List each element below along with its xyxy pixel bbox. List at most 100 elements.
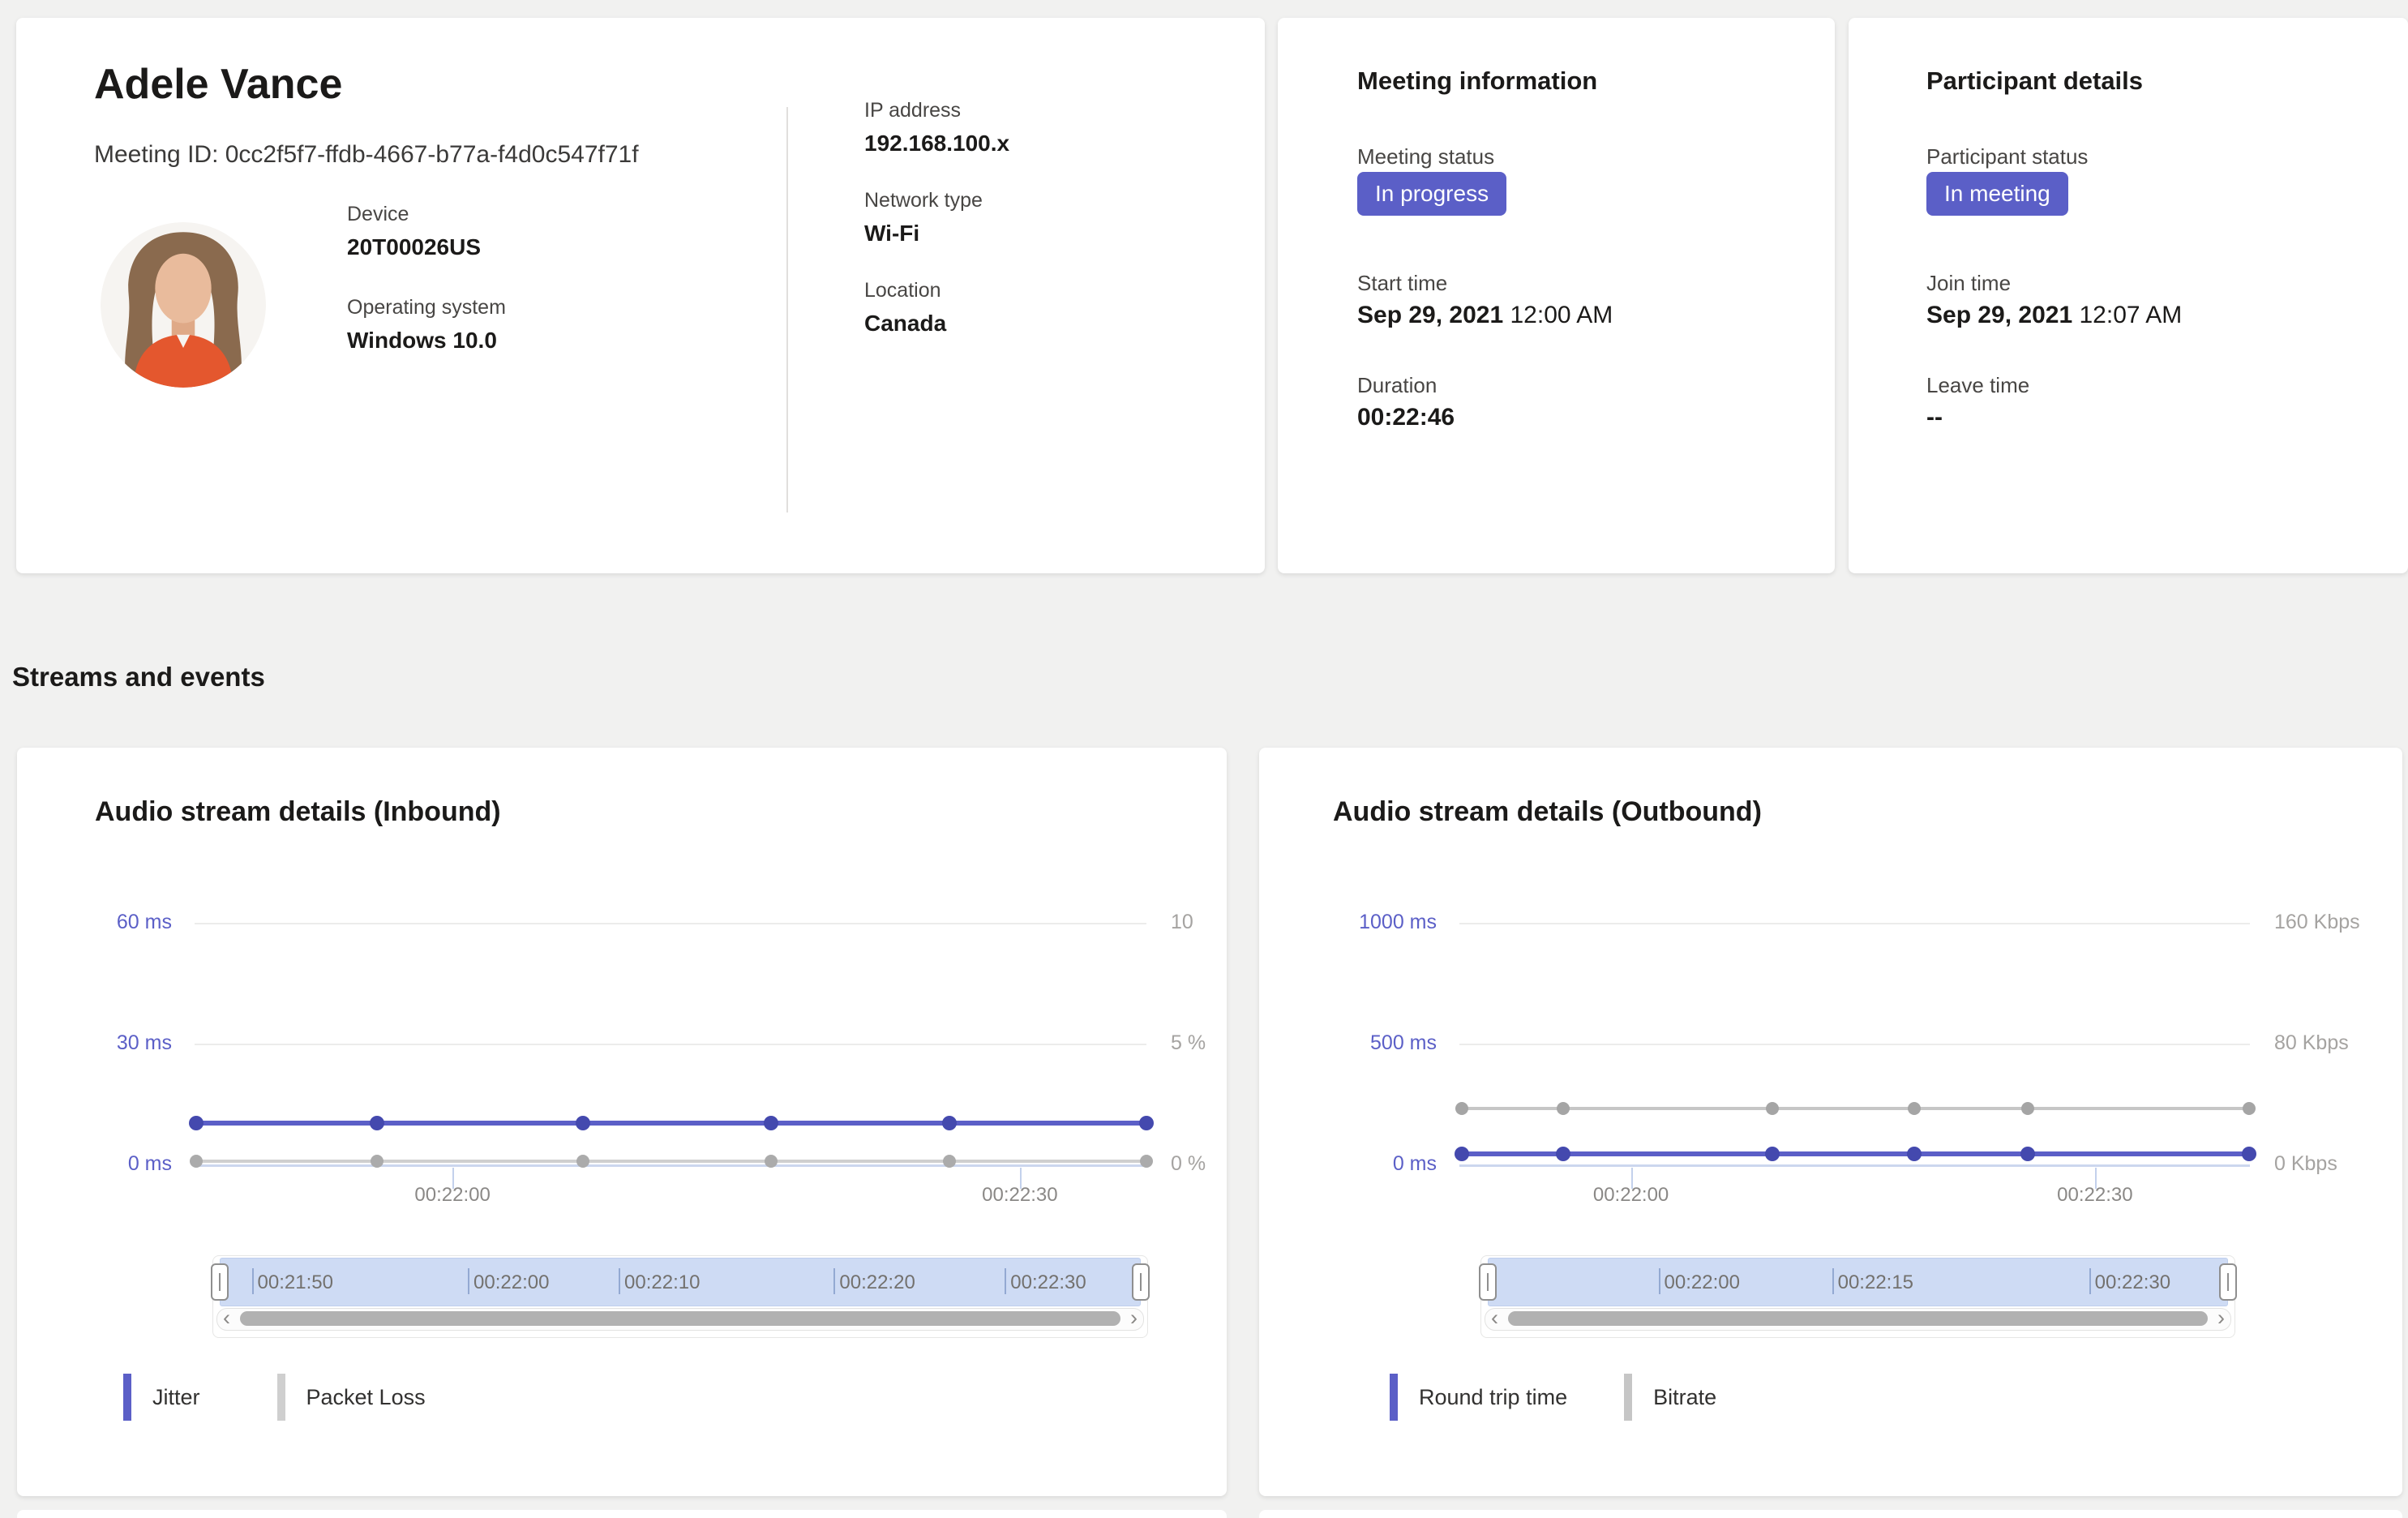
participant-status-badge: In meeting [1926,172,2068,216]
series-point [1766,1102,1780,1115]
chart-title: Audio stream details (Outbound) [1333,796,1762,827]
brush-tick-label: 00:22:30 [1010,1271,1086,1293]
network-type-field: Network type Wi-Fi [864,189,1009,247]
legend-item: Packet Loss [276,1374,426,1421]
card-title: Meeting information [1357,66,1598,95]
outbound-audio-chart-card: Audio stream details (Outbound) 1000 ms 5… [1259,748,2402,1496]
scroll-right-icon[interactable]: › [1130,1306,1138,1330]
join-time-label: Join time [1926,271,2012,295]
scrollbar-thumb[interactable] [240,1311,1120,1326]
avatar [101,222,266,388]
location-label: Location [864,279,941,302]
card-title: Participant details [1926,66,2144,95]
chart-title: Audio stream details (Inbound) [95,796,501,827]
series-point [1555,1147,1570,1161]
x-axis-baseline [1459,1164,2250,1167]
leave-time-value: -- [1926,404,1943,431]
network-column: IP address 192.168.100.x Network type Wi… [864,99,1009,369]
series-point [190,1155,204,1168]
device-field: Device 20T00026US [347,203,506,260]
os-field: Operating system Windows 10.0 [347,296,506,354]
x-axis-tick-label: 00:22:00 [414,1184,491,1206]
gridline [1459,1044,2250,1045]
series-point [1139,1116,1154,1130]
series-point [765,1155,778,1168]
meeting-status-badge: In progress [1357,172,1507,216]
device-value: 20T00026US [347,234,482,259]
series-point [2020,1147,2036,1161]
brush-scrollbar[interactable]: ‹ › [1485,1306,2231,1331]
brush-right-handle-icon[interactable] [1132,1263,1150,1301]
time-range-brush[interactable]: 00:21:50 00:22:00 00:22:10 00:22:20 00:22:30… [211,1255,1150,1338]
x-axis-tick [1630,1168,1633,1189]
legend-item: Jitter [123,1374,200,1421]
device-label: Device [347,203,409,225]
vertical-divider [786,107,788,512]
y-axis-right-label: 0 Kbps [2274,1152,2337,1175]
brush-left-handle-icon[interactable] [1479,1263,1497,1301]
ip-field: IP address 192.168.100.x [864,99,1009,157]
inbound-audio-chart-card: Audio stream details (Inbound) 60 ms 30 m… [17,748,1227,1496]
network-type-label: Network type [864,189,983,212]
series-point [1765,1147,1780,1161]
series-point [575,1116,590,1130]
series-point [764,1116,779,1130]
brush-tick [1832,1268,1834,1294]
brush-tick [251,1268,254,1294]
legend-swatch [1390,1374,1398,1421]
location-value: Canada [864,311,947,336]
chart-legend: Round trip time Bitrate [1390,1374,1716,1421]
device-column: Device 20T00026US Operating system Windo… [347,203,506,389]
series-point [1556,1102,1570,1115]
chart-legend: Jitter Packet Loss [123,1374,426,1421]
brush-scrollbar[interactable]: ‹ › [216,1306,1144,1331]
brush-tick [1005,1268,1007,1294]
brush-tick-label: 00:22:00 [1664,1271,1740,1293]
plot-area: 60 ms 30 ms 0 ms 10 5 % 0 % 00:22:00 00:22:30 [117,911,1206,1206]
brush-selection[interactable]: 00:22:00 00:22:15 00:22:30 [1488,1258,2228,1306]
time-range-brush[interactable]: 00:22:00 00:22:15 00:22:30 ‹ › [1479,1255,2237,1338]
gridline [195,1044,1146,1045]
brush-right-handle-icon[interactable] [2219,1263,2237,1301]
start-time-value: Sep 29, 2021 12:00 AM [1357,302,1613,328]
scroll-left-icon[interactable]: ‹ [223,1306,230,1330]
gridline [195,923,1146,924]
x-axis-tick-label: 00:22:30 [982,1184,1058,1206]
os-value: Windows 10.0 [347,328,497,353]
legend-swatch [1624,1374,1633,1421]
brush-left-handle-icon[interactable] [211,1263,229,1301]
brush-tick [468,1268,470,1294]
x-axis-tick [1019,1168,1022,1189]
brush-tick-label: 00:22:30 [2094,1271,2171,1293]
y-axis-right-label: 0 % [1171,1152,1206,1175]
series-point [576,1155,589,1168]
participant-summary-card: Adele Vance Meeting ID: 0cc2f5f7-ffdb-46… [16,18,1265,573]
streams-and-events-heading: Streams and events [12,662,265,692]
brush-tick-label: 00:21:50 [257,1271,333,1293]
ip-label: IP address [864,99,962,122]
legend-label: Bitrate [1653,1384,1717,1409]
series-point [2243,1102,2256,1115]
series-line-jitter [195,1121,1146,1126]
y-axis-right-label: 80 Kbps [2274,1031,2349,1054]
ip-value: 192.168.100.x [864,131,1010,156]
x-axis-baseline [195,1164,1146,1167]
location-field: Location Canada [864,279,1009,337]
brush-tick [619,1268,621,1294]
leave-time-label: Leave time [1926,373,2030,397]
brush-tick-label: 00:22:00 [473,1271,550,1293]
brush-selection[interactable]: 00:21:50 00:22:00 00:22:10 00:22:20 00:22:30 [220,1258,1141,1306]
meeting-information-card: Meeting information Meeting status In pr… [1278,18,1835,573]
os-label: Operating system [347,296,506,319]
series-point [2021,1102,2035,1115]
scroll-right-icon[interactable]: › [2217,1306,2225,1330]
scrollbar-thumb[interactable] [1508,1311,2208,1326]
legend-swatch [276,1374,285,1421]
participant-details-card: Participant details Participant status I… [1849,18,2408,573]
scroll-left-icon[interactable]: ‹ [1491,1306,1498,1330]
avatar-image [101,222,266,388]
series-point [1140,1155,1153,1168]
x-axis-tick-label: 00:22:00 [1592,1184,1669,1206]
next-card-peek [17,1510,1227,1518]
meeting-id: Meeting ID: 0cc2f5f7-ffdb-4667-b77a-f4d0… [94,141,639,168]
